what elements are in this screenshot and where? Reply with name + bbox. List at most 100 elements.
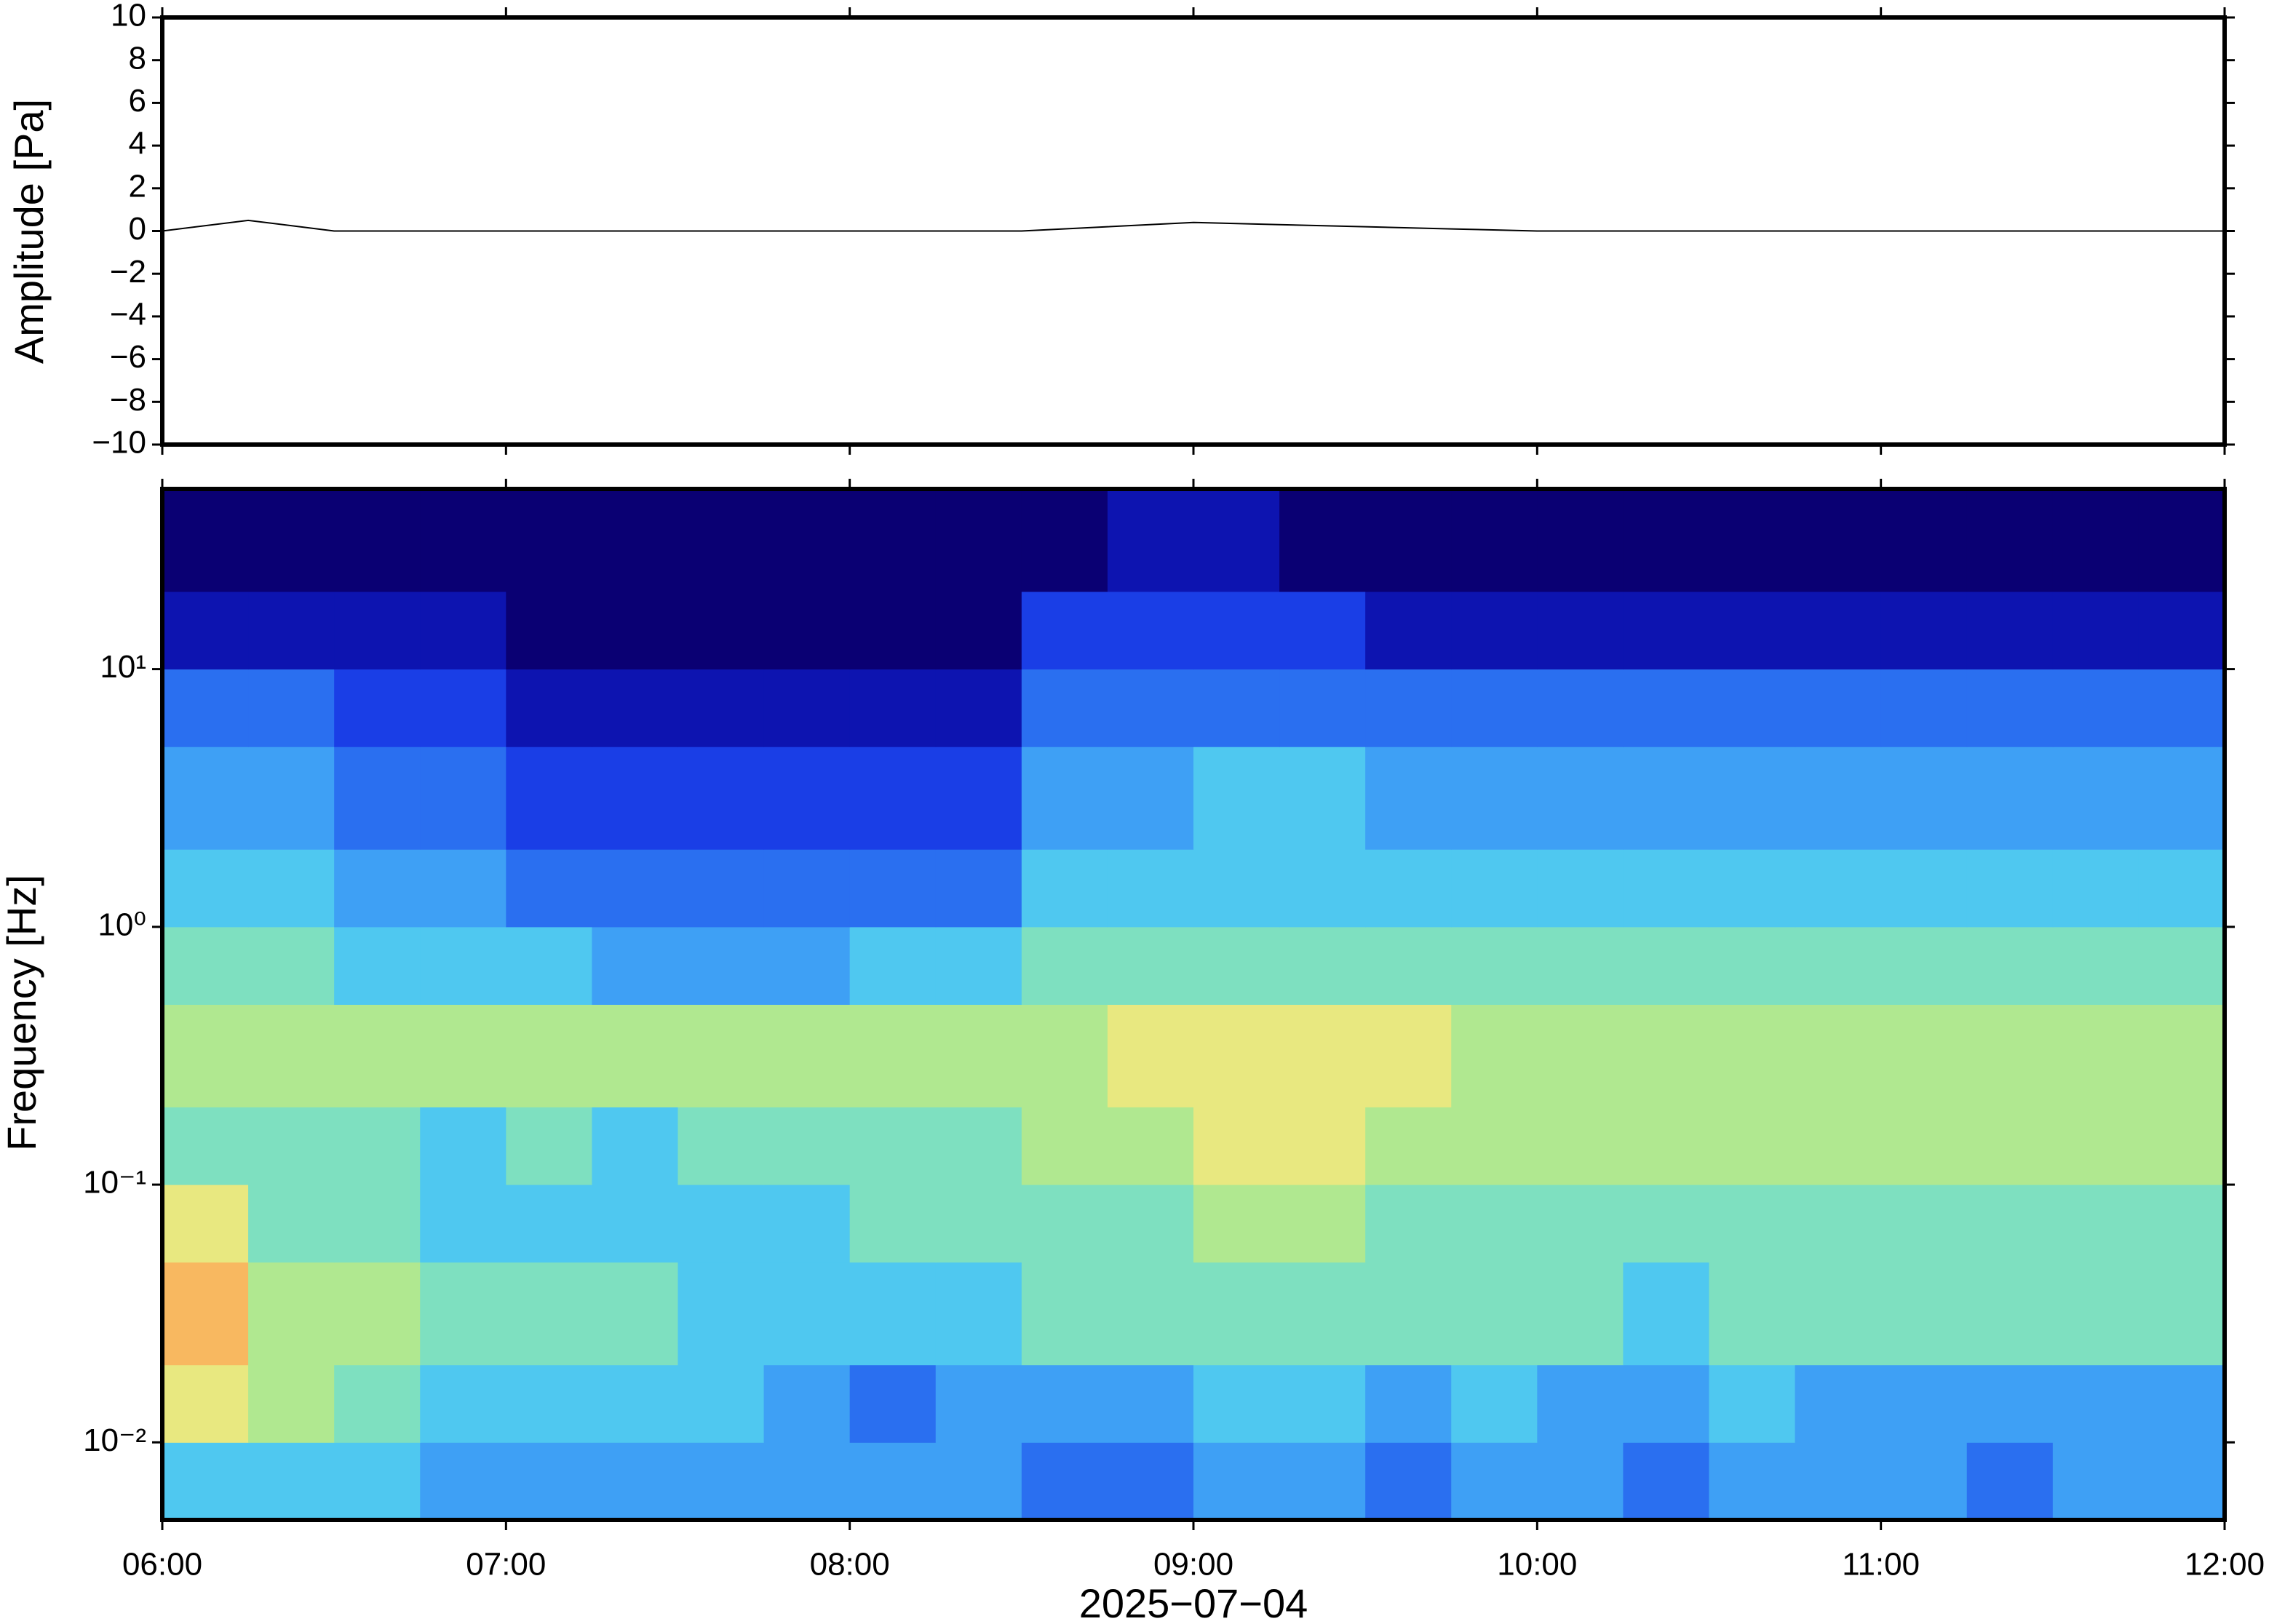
spectrogram-cell [162,1004,249,1107]
spectrogram-cell [248,1364,335,1443]
spectrogram-cell [763,849,851,928]
spectrogram-cell [2138,1262,2225,1366]
spectrogram-cell [1880,926,1968,1005]
spectrogram-cell [849,1262,937,1366]
spectrogram-cell [1451,591,1538,670]
spectrogram-cell [162,1107,249,1185]
spectrogram-cell [1795,1185,1882,1263]
spectrogram-cell [1451,926,1538,1005]
spectrogram-cell [592,591,678,670]
spectrogram-cell [592,1107,678,1185]
spectrogram-cell [677,1364,765,1443]
spectrogram-cell [935,926,1022,1005]
spectrogram-cell [162,926,249,1005]
spectrogram-cell [1365,489,1452,592]
spectrogram-cell [1623,1107,1709,1185]
spectrogram-cell [1365,1364,1452,1443]
x-tick-label: 07:00 [466,1547,546,1583]
spectrogram-cell [1365,1004,1452,1107]
spectrogram-cell [2052,926,2139,1005]
spectrogram-cell [2052,747,2139,850]
spectrogram-cell [2052,1364,2139,1443]
spectrogram-cell [1107,926,1194,1005]
spectrogram-cell [763,1185,851,1263]
spectrogram-cell [420,1185,506,1263]
spectrogram-cell [334,489,421,592]
spectrogram-cell [1537,926,1624,1005]
y-tick-label: 8 [129,40,146,76]
spectrogram-cell [1795,1262,1882,1366]
spectrogram-cell [1107,1107,1194,1185]
spectrogram-cell [2138,1004,2225,1107]
spectrogram-cell [1107,1185,1194,1263]
y-tick-label: −10 [92,425,146,461]
spectrogram-cell [1966,1185,2054,1263]
spectrogram-cell [1021,489,1108,592]
spectrogram-cell [1537,1107,1624,1185]
spectrogram-cell [1365,669,1452,747]
spectrogram-cell [849,1107,937,1185]
spectrogram-cell [248,669,335,747]
x-tick-label: 10:00 [1497,1547,1577,1583]
spectrogram-cell [162,1442,249,1521]
y-axis-label: Amplitude [Pa] [6,99,52,364]
spectrogram-cell [1966,591,2054,670]
y-tick-label: 10⁰ [98,907,146,942]
spectrogram-cell [420,1364,506,1443]
spectrogram-cell [1880,1185,1968,1263]
spectrogram-cell [506,1442,592,1521]
spectrogram-cell [935,591,1022,670]
spectrogram-cell [1193,669,1280,747]
spectrogram-cell [1623,669,1709,747]
spectrogram-cell [1451,1364,1538,1443]
x-tick-label: 11:00 [1842,1547,1920,1583]
spectrogram-cell [1107,747,1194,850]
spectrogram-cell [935,1004,1022,1107]
spectrogram-cell [1107,849,1194,928]
spectrogram-cell [1021,1262,1108,1366]
spectrogram-cell [1709,747,1796,850]
spectrogram-cell [763,926,851,1005]
spectrogram-cell [248,1262,335,1366]
spectrogram-cell [849,1364,937,1443]
spectrogram-cell [248,747,335,850]
spectrogram-cell [1193,747,1280,850]
spectrogram-cell [1021,747,1108,850]
y-tick-label: 2 [129,168,146,204]
y-tick-label: −8 [110,382,146,418]
spectrogram-cell [1279,591,1366,670]
spectrogram-cell [1795,489,1882,592]
spectrogram-cell [1537,1185,1624,1263]
spectrogram-cell [1537,849,1624,928]
spectrogram-cell [1966,849,2054,928]
spectrogram-cell [1365,1185,1452,1263]
spectrogram-cell [1279,1262,1366,1366]
spectrogram-cell [763,1004,851,1107]
spectrogram-cell [763,669,851,747]
y-tick-label: 0 [129,211,146,247]
spectrogram-cell [1193,1107,1280,1185]
spectrogram-cell [1795,1442,1882,1521]
spectrogram-cell [248,849,335,928]
spectrogram-cell [1365,1262,1452,1366]
spectrogram-cell [334,1442,421,1521]
spectrogram-cell [1966,1004,2054,1107]
spectrogram-cell [248,1185,335,1263]
spectrogram-cell [1365,926,1452,1005]
spectrogram-cell [1795,591,1882,670]
spectrogram-cell [1537,669,1624,747]
spectrogram-cell [1709,1107,1796,1185]
spectrogram-cell [1107,1004,1194,1107]
y-tick-label: −4 [110,297,146,333]
spectrogram-cell [1966,747,2054,850]
spectrogram-cell [1795,747,1882,850]
spectrogram-cell [1709,1442,1796,1521]
y-tick-label: 4 [129,126,146,162]
spectrogram-cell [1709,1364,1796,1443]
spectrogram-cell [592,1262,678,1366]
spectrogram-cell [1365,747,1452,850]
spectrogram-cell [1537,591,1624,670]
spectrogram-cell [2138,489,2225,592]
spectrogram-cell [1966,1364,2054,1443]
spectrogram-cell [1880,489,1968,592]
